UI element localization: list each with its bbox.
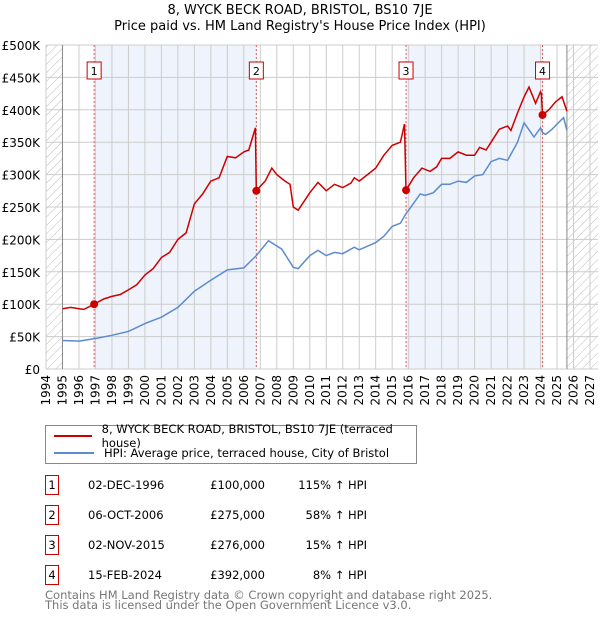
x-tick-label: 2004 xyxy=(204,375,218,406)
sale-label-box xyxy=(398,61,414,80)
legend-swatch-red xyxy=(54,435,92,437)
x-tick-label: 2000 xyxy=(138,375,152,406)
sale-label: 2 xyxy=(253,65,260,78)
x-tick-label: 2001 xyxy=(154,375,168,406)
legend-label: HPI: Average price, terraced house, City… xyxy=(104,446,390,460)
transaction-price: £392,000 xyxy=(210,568,265,582)
footer-licence: This data is licensed under the Open Gov… xyxy=(45,598,412,612)
x-tick-label: 2009 xyxy=(286,375,300,406)
sale-label-box xyxy=(86,61,102,80)
transaction-hpi-delta: 15% ↑ HPI xyxy=(305,538,367,552)
sale-label-box xyxy=(248,61,264,80)
x-tick-label: 2005 xyxy=(220,375,234,406)
legend-item-property: 8, WYCK BECK ROAD, BRISTOL, BS10 7JE (te… xyxy=(54,422,416,450)
transaction-price: £275,000 xyxy=(210,508,265,522)
sale-point xyxy=(538,110,547,119)
y-tick-label: £50K xyxy=(9,331,41,345)
y-tick-label: £250K xyxy=(2,201,42,215)
transaction-hpi-delta: 115% ↑ HPI xyxy=(298,478,367,492)
sale-point xyxy=(402,186,411,195)
x-tick-label: 1997 xyxy=(88,375,102,406)
sale-label: 4 xyxy=(539,65,546,78)
transaction-date: 15-FEB-2024 xyxy=(88,568,162,582)
x-tick-label: 2010 xyxy=(303,375,317,406)
transaction-number: 2 xyxy=(45,505,59,525)
chart-title: 8, WYCK BECK ROAD, BRISTOL, BS10 7JE xyxy=(167,3,433,18)
x-tick-label: 2006 xyxy=(237,375,251,406)
sale-label: 1 xyxy=(91,65,98,78)
x-tick-label: 2023 xyxy=(517,375,531,406)
x-tick-label: 2016 xyxy=(402,375,416,406)
transaction-row: 1 02-DEC-1996 £100,000 115% ↑ HPI xyxy=(45,475,367,497)
sale-label-box xyxy=(535,61,551,80)
y-tick-label: £300K xyxy=(2,169,42,183)
y-tick-label: £400K xyxy=(2,104,42,118)
x-tick-label: 2019 xyxy=(451,375,465,406)
transaction-date: 02-NOV-2015 xyxy=(88,538,165,552)
transaction-number: 1 xyxy=(45,475,59,495)
x-tick-label: 2025 xyxy=(550,375,564,406)
x-tick-label: 1996 xyxy=(72,375,86,406)
y-tick-label: £0 xyxy=(25,363,40,377)
chart-subtitle: Price paid vs. HM Land Registry's House … xyxy=(114,19,486,34)
legend-item-hpi: HPI: Average price, terraced house, City… xyxy=(54,445,389,461)
x-tick-label: 2015 xyxy=(385,375,399,406)
x-tick-label: 2012 xyxy=(336,375,350,406)
x-tick-label: 1995 xyxy=(55,375,69,406)
x-tick-label: 2011 xyxy=(319,375,333,406)
x-tick-label: 2007 xyxy=(253,375,267,406)
x-tick-label: 2003 xyxy=(187,375,201,406)
transaction-row: 4 15-FEB-2024 £392,000 8% ↑ HPI xyxy=(45,565,367,587)
y-tick-label: £100K xyxy=(2,298,42,312)
x-tick-label: 2022 xyxy=(501,375,515,406)
x-tick-label: 1999 xyxy=(121,375,135,406)
transaction-date: 06-OCT-2006 xyxy=(88,508,164,522)
x-tick-label: 1998 xyxy=(105,375,119,406)
sale-point xyxy=(90,300,99,309)
transaction-hpi-delta: 58% ↑ HPI xyxy=(305,508,367,522)
transaction-number: 3 xyxy=(45,535,59,555)
chart-legend: 8, WYCK BECK ROAD, BRISTOL, BS10 7JE (te… xyxy=(45,422,417,464)
x-tick-label: 2013 xyxy=(352,375,366,406)
y-tick-label: £450K xyxy=(2,71,42,85)
hpi-line xyxy=(62,116,568,342)
transaction-price: £100,000 xyxy=(210,478,265,492)
transaction-number: 4 xyxy=(45,565,59,585)
x-tick-label: 2018 xyxy=(435,375,449,406)
transaction-hpi-delta: 8% ↑ HPI xyxy=(312,568,367,582)
x-tick-label: 2014 xyxy=(369,375,383,406)
x-tick-label: 2026 xyxy=(567,375,581,406)
price-chart: 1994 1995 1996 1997 1998 1999 2000 2001 2002 2003… xyxy=(2,39,598,406)
transaction-price: £276,000 xyxy=(210,538,265,552)
legend-label: 8, WYCK BECK ROAD, BRISTOL, BS10 7JE (te… xyxy=(101,422,393,450)
transaction-row: 3 02-NOV-2015 £276,000 15% ↑ HPI xyxy=(45,535,367,557)
x-tick-label: 2027 xyxy=(583,375,597,406)
transaction-row: 2 06-OCT-2006 £275,000 58% ↑ HPI xyxy=(45,505,367,527)
property-price-line xyxy=(62,85,568,311)
y-tick-label: £150K xyxy=(2,266,42,280)
x-tick-label: 2021 xyxy=(484,375,498,406)
footer-copyright: Contains HM Land Registry data © Crown c… xyxy=(45,588,493,602)
y-tick-label: £500K xyxy=(2,39,42,53)
transaction-date: 02-DEC-1996 xyxy=(88,478,165,492)
x-tick-label: 2002 xyxy=(171,375,185,406)
sale-label: 3 xyxy=(403,65,410,78)
y-tick-label: £350K xyxy=(2,136,42,150)
sale-point xyxy=(252,186,261,195)
x-tick-label: 2020 xyxy=(468,375,482,406)
x-tick-label: 2017 xyxy=(418,375,432,406)
y-tick-label: £200K xyxy=(2,233,42,247)
x-tick-label: 2024 xyxy=(534,375,548,406)
x-tick-label: 2008 xyxy=(270,375,284,406)
x-tick-label: 1994 xyxy=(39,375,53,406)
legend-swatch-blue xyxy=(54,452,94,454)
